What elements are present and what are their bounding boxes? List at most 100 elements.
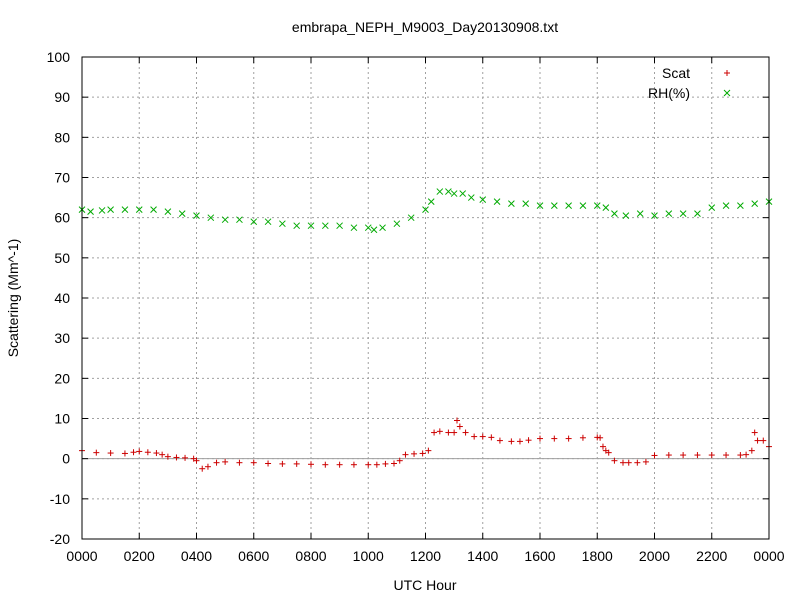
rh-point (98, 207, 106, 214)
rh-point (536, 202, 544, 209)
rh-point (427, 198, 435, 205)
scat-point (431, 429, 438, 436)
scat-point (743, 451, 750, 458)
legend-marker (724, 70, 730, 76)
x-tick-label: 1200 (410, 548, 441, 564)
y-tick-label: 90 (54, 89, 70, 105)
x-tick-label: 2200 (696, 548, 727, 564)
scat-point (754, 437, 761, 444)
scat-point (579, 434, 586, 441)
rh-point (364, 224, 372, 232)
scat-point (293, 460, 300, 467)
scat-point (107, 450, 114, 457)
rh-point (622, 212, 630, 220)
x-tick-label: 1000 (353, 548, 384, 564)
y-tick-label: 20 (54, 370, 70, 386)
x-tick-label: 0600 (238, 548, 269, 564)
rh-point (679, 210, 687, 218)
rh-point (407, 214, 415, 222)
scat-point (737, 452, 744, 459)
rh-point (293, 222, 301, 230)
scat-point (680, 452, 687, 459)
scat-point (173, 454, 180, 461)
x-tick-label: 0200 (124, 548, 155, 564)
scat-point (708, 452, 715, 459)
scat-point (642, 458, 649, 465)
scat-point (436, 428, 443, 435)
scat-point (308, 461, 314, 468)
rh-point (236, 216, 243, 224)
rh-point (565, 202, 572, 209)
rh-point (264, 218, 272, 226)
scat-point (121, 450, 128, 457)
rh-point (135, 206, 143, 213)
scat-point (396, 457, 403, 464)
y-tick-label: -10 (50, 491, 70, 507)
rh-point (370, 226, 378, 234)
y-tick-label: -20 (50, 531, 70, 547)
y-tick-label: 40 (54, 290, 70, 306)
scat-point (565, 435, 572, 442)
rh-point (665, 210, 673, 218)
scat-point (456, 423, 463, 430)
rh-point (350, 224, 358, 232)
scat-point (236, 459, 243, 466)
grid (81, 56, 770, 540)
scat-point (199, 465, 206, 472)
scat-point (516, 438, 523, 445)
scat-point (213, 459, 220, 466)
scat-point (164, 453, 171, 460)
y-tick-label: 0 (62, 451, 70, 467)
x-tick-label: 0800 (295, 548, 326, 564)
rh-point (164, 208, 172, 215)
rh-point (445, 188, 452, 195)
scat-point (425, 447, 432, 454)
scat-point (419, 450, 426, 457)
data-points (78, 188, 773, 472)
x-tick-label: 1600 (524, 548, 555, 564)
scat-point (751, 429, 758, 436)
y-tick-label: 100 (47, 49, 71, 65)
scat-point (365, 461, 372, 468)
rh-point (508, 200, 515, 207)
scat-point (222, 458, 229, 465)
scat-point (93, 449, 100, 456)
rh-point (422, 206, 429, 213)
scat-point (411, 450, 418, 457)
scat-point (453, 417, 460, 424)
scat-point (322, 461, 329, 468)
scat-point (496, 437, 503, 444)
rh-point (479, 196, 487, 203)
legend-label: Scat (662, 65, 690, 81)
y-tick-label: 10 (54, 411, 70, 427)
rh-point (193, 212, 200, 220)
scat-point (204, 463, 211, 470)
x-axis-ticks: 0000 0200 0400 0600 0800 1000 1200 1400 1600 1800… (66, 57, 785, 564)
scat-point (651, 452, 658, 459)
rh-point (207, 214, 215, 222)
rh-point (121, 206, 129, 213)
scat-point (605, 449, 612, 456)
rh-point (450, 190, 458, 197)
x-tick-label: 2000 (639, 548, 670, 564)
rh-point (336, 222, 343, 230)
rh-point (87, 208, 94, 215)
scat-point (634, 459, 641, 466)
y-tick-label: 60 (54, 210, 70, 226)
scat-point (551, 435, 558, 442)
rh-point (321, 222, 329, 230)
scat-point (462, 429, 469, 436)
scat-point (336, 461, 343, 468)
y-tick-label: 70 (54, 170, 70, 186)
scat-point (250, 459, 257, 466)
scat-point (665, 452, 672, 459)
scat-point (182, 454, 189, 461)
rh-point (636, 210, 644, 218)
scat-point (159, 451, 166, 458)
rh-point (651, 212, 658, 220)
rh-point (436, 188, 444, 195)
y-tick-label: 50 (54, 250, 70, 266)
rh-point (379, 224, 386, 232)
y-axis-ticks: -20 -10 0 10 20 30 40 50 60 70 80 90 100 (47, 49, 769, 547)
